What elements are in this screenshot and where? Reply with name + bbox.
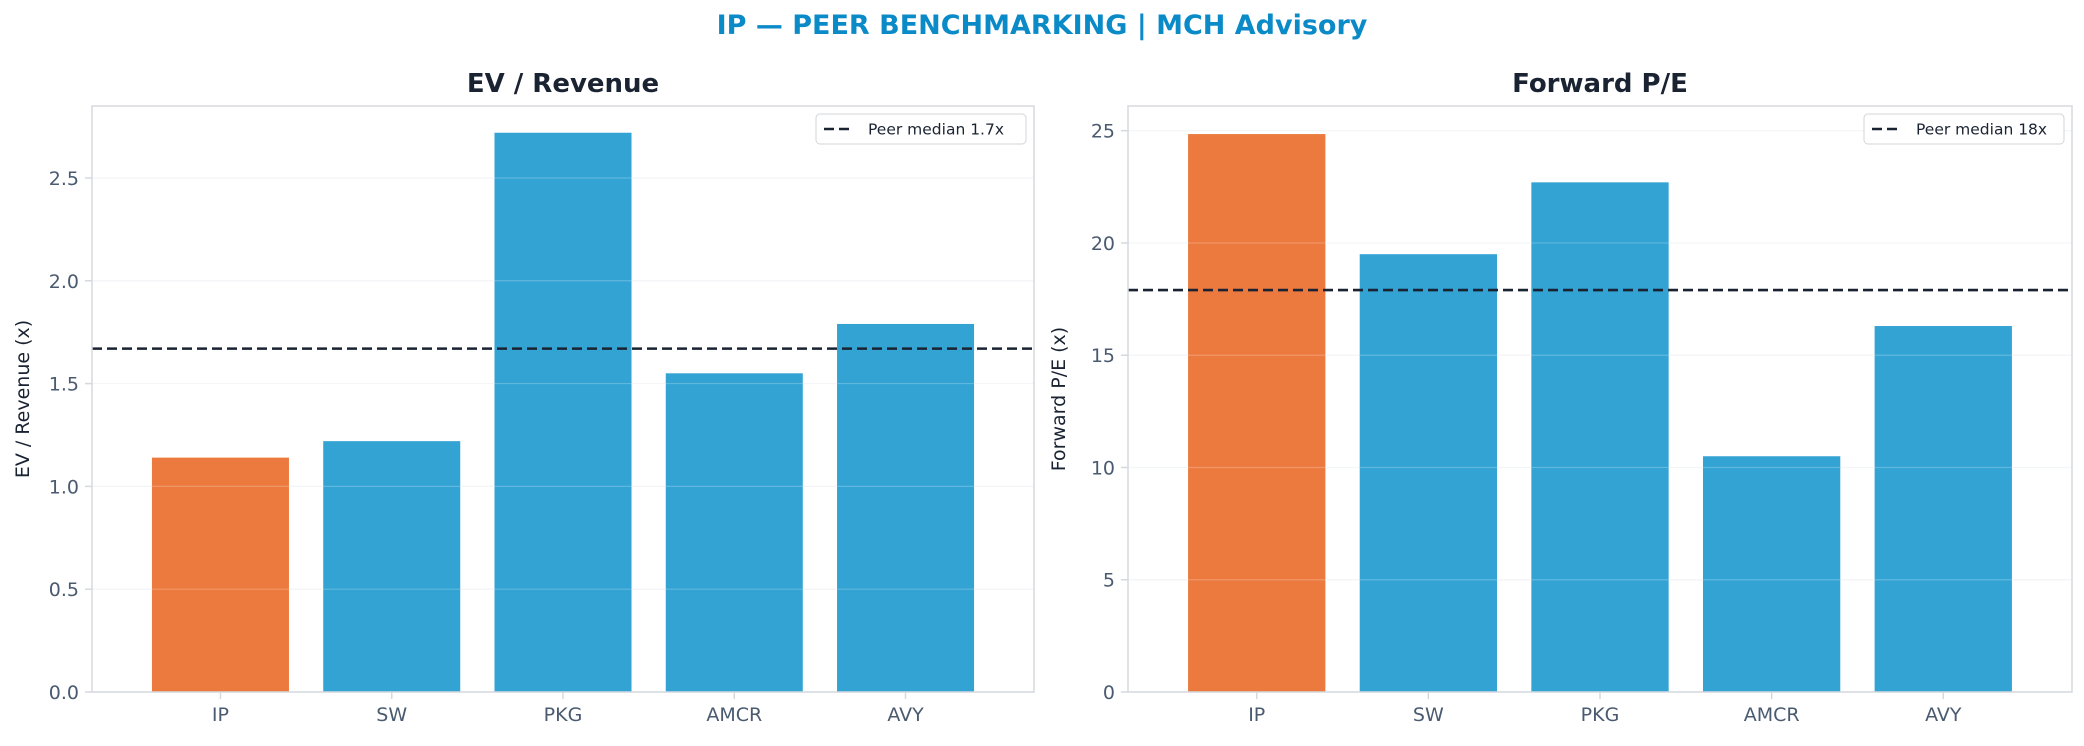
- x-tick-label: PKG: [1581, 704, 1620, 726]
- y-tick-label: 25: [1091, 121, 1115, 143]
- y-tick-label: 5: [1103, 570, 1115, 592]
- bar-sw: [323, 441, 461, 692]
- x-tick-label: AVY: [887, 704, 924, 726]
- bar-sw: [1359, 254, 1498, 693]
- legend-box: [1863, 113, 2065, 145]
- y-tick-label: 20: [1091, 233, 1115, 255]
- x-tick-label: AMCR: [706, 704, 762, 726]
- bar-amcr: [1702, 456, 1841, 692]
- y-axis-label: EV / Revenue (x): [12, 320, 34, 478]
- forward-pe-panel: 0 5 10 15 20 25 IP SW PKG AMCR AVY Forward P/E Forwa…: [1048, 69, 2073, 726]
- bar-pkg: [494, 132, 632, 692]
- y-axis-label: Forward P/E (x): [1048, 327, 1070, 471]
- x-tick-label: SW: [1413, 704, 1444, 726]
- bar-ip: [151, 457, 289, 692]
- y-tick-label: 2.0: [49, 271, 79, 293]
- x-tick-label: AMCR: [1744, 704, 1800, 726]
- bar-avy: [837, 323, 975, 692]
- legend-box: [815, 113, 1027, 145]
- y-tick-label: 2.5: [49, 168, 79, 190]
- bar-pkg: [1531, 182, 1669, 692]
- x-tick-label: IP: [1248, 704, 1265, 726]
- y-tick-label: 0.5: [49, 579, 79, 601]
- y-tick-label: 15: [1091, 345, 1115, 367]
- bar-ip: [1188, 134, 1326, 693]
- y-tick-label: 1.5: [49, 374, 79, 396]
- y-tick-label: 1.0: [49, 476, 79, 498]
- ev-revenue-panel: 0.0 0.5 1.0 1.5 2.0 2.5 IP SW PKG AMCR AVY EV / Rev…: [12, 69, 1035, 726]
- bar-amcr: [665, 373, 803, 692]
- y-tick-label: 10: [1091, 457, 1115, 479]
- y-tick-label: 0: [1103, 682, 1115, 704]
- legend-label: Peer median 18x: [1916, 121, 2047, 139]
- legend-label: Peer median 1.7x: [868, 121, 1004, 139]
- x-tick-label: IP: [212, 704, 229, 726]
- x-tick-label: SW: [376, 704, 407, 726]
- bar-avy: [1874, 326, 2012, 692]
- x-tick-label: PKG: [544, 704, 583, 726]
- figure-title: IP — PEER BENCHMARKING | MCH Advisory: [717, 10, 1368, 41]
- panel-title: EV / Revenue: [467, 69, 659, 99]
- x-tick-label: AVY: [1925, 704, 1962, 726]
- panel-title: Forward P/E: [1512, 69, 1688, 99]
- y-tick-label: 0.0: [49, 682, 79, 704]
